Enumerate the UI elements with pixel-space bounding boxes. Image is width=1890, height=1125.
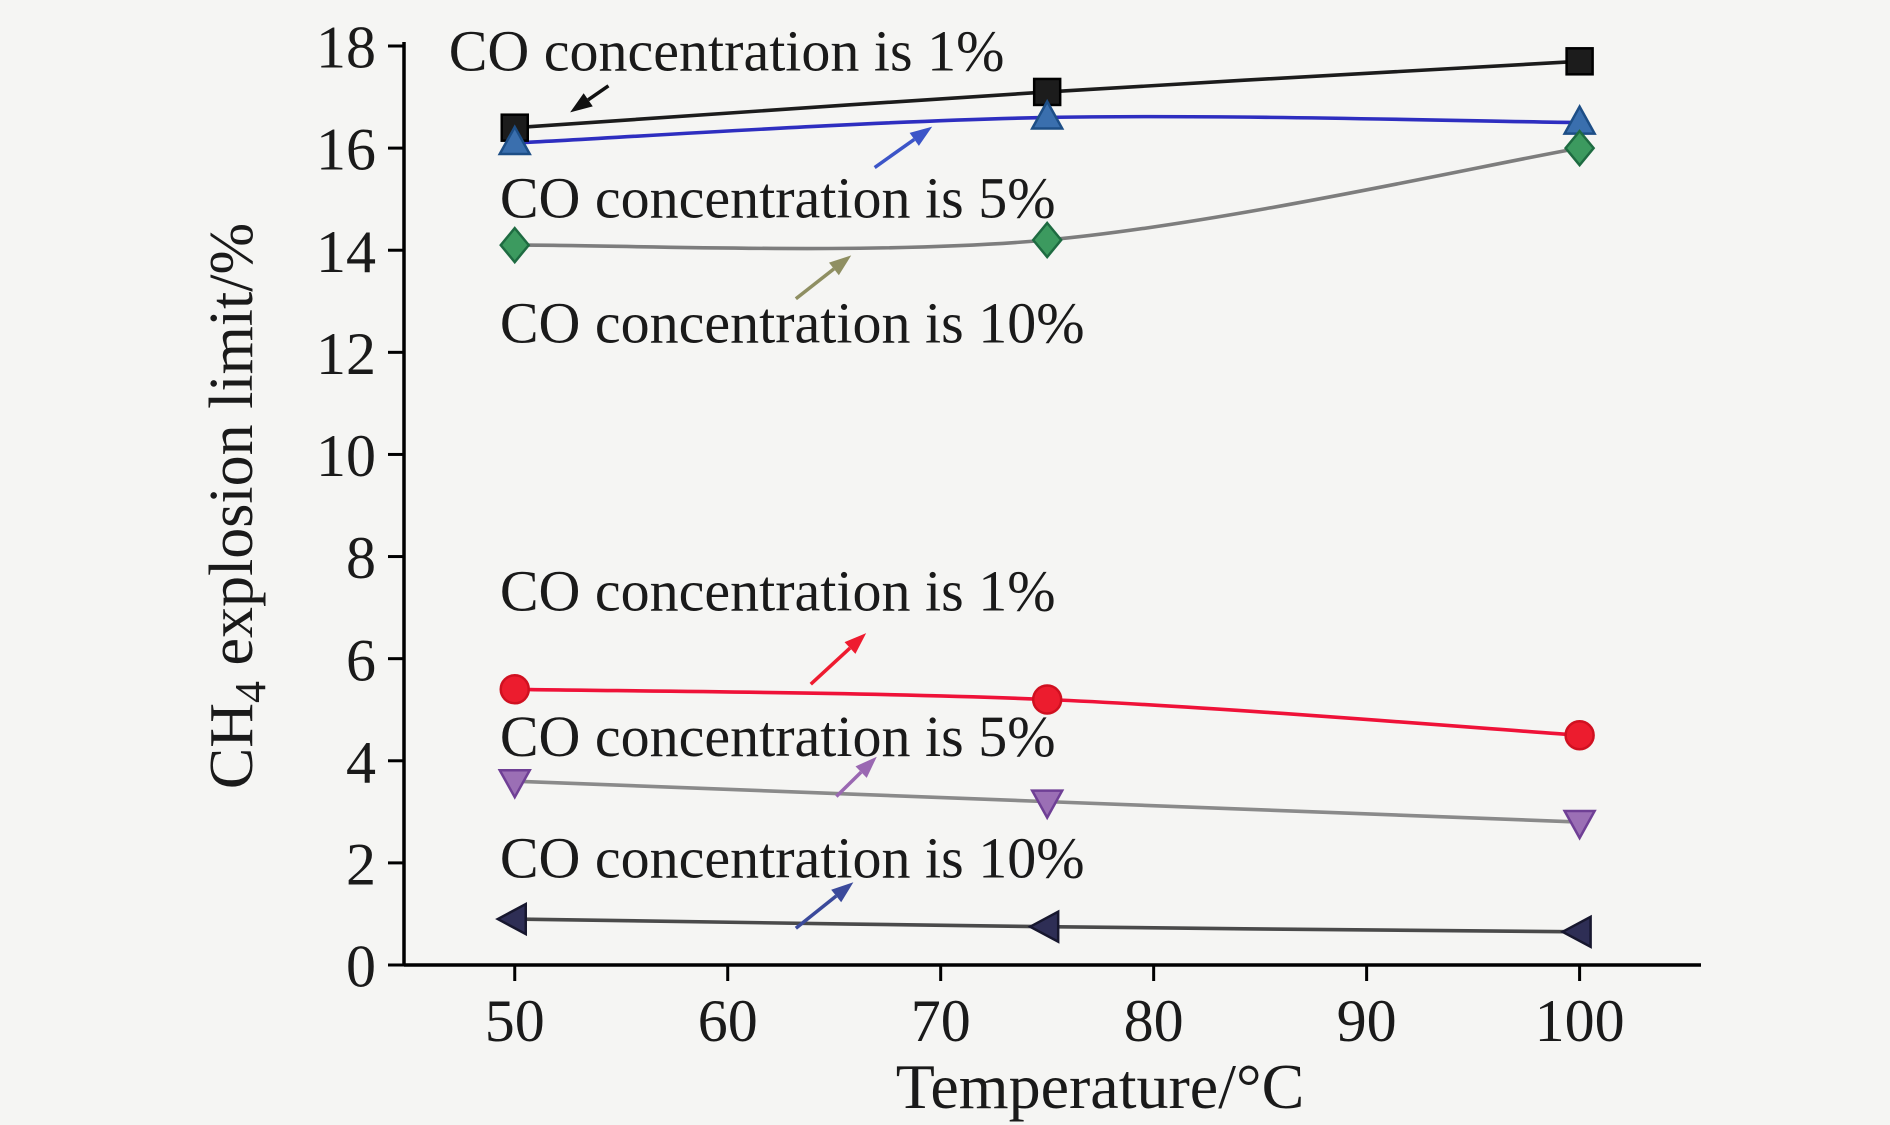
y-tick-label: 10	[316, 423, 376, 489]
y-tick-label: 8	[346, 525, 376, 591]
data-point-triangle-left	[495, 901, 527, 937]
annotation-arrow-head	[855, 756, 877, 778]
y-axis-title: CH4 explosion limit/%	[198, 223, 275, 789]
y-tick-label: 0	[346, 934, 376, 1000]
y-axis-title-sub: 4	[226, 681, 275, 703]
annotation-arrow-head	[844, 633, 867, 654]
y-tick-label: 2	[346, 831, 376, 897]
annotation-arrow-line	[873, 137, 916, 169]
data-point-circle	[1031, 684, 1063, 715]
annotation-arrow-line	[587, 84, 610, 102]
x-tick-label: 100	[1535, 988, 1625, 1054]
annotation-label: CO concentration is 1%	[500, 559, 1056, 624]
y-tick-label: 16	[316, 117, 376, 183]
data-point-triangle-down	[497, 768, 532, 800]
data-point-diamond	[1563, 129, 1596, 168]
annotation-arrow-line	[835, 770, 863, 798]
y-tick-label: 6	[346, 627, 376, 693]
annotation-arrow-line	[794, 267, 836, 301]
y-axis-title-pre: CH	[198, 703, 266, 789]
data-point-triangle-up	[497, 124, 532, 156]
annotation-label: CO concentration is 10%	[500, 291, 1085, 356]
y-tick-label: 12	[316, 321, 376, 387]
y-tick-label: 14	[316, 219, 376, 285]
annotation-arrow-head	[828, 255, 852, 276]
annotation-label: CO concentration is 5%	[500, 704, 1056, 769]
annotation-arrow-head	[909, 126, 933, 146]
data-point-triangle-left	[1027, 909, 1060, 944]
x-tick-label: 70	[911, 988, 971, 1054]
data-point-square	[1565, 47, 1594, 76]
annotation-arrow-line	[794, 894, 838, 930]
x-tick-label: 50	[485, 988, 545, 1054]
annotation-label: CO concentration is 5%	[500, 165, 1056, 230]
x-tick-label: 80	[1124, 988, 1184, 1054]
y-tick-label: 4	[346, 729, 376, 795]
data-point-circle	[499, 674, 530, 705]
y-axis-title-post: explosion limit/%	[198, 223, 266, 681]
data-point-triangle-left	[1559, 914, 1592, 949]
x-axis-title: Temperature/°C	[896, 1051, 1305, 1122]
data-point-circle	[1564, 720, 1595, 751]
data-point-triangle-down	[1030, 789, 1065, 821]
annotation-arrow-head	[570, 93, 593, 113]
data-point-diamond	[499, 226, 531, 265]
annotation-arrow-line	[809, 646, 852, 686]
annotation-label: CO concentration is 1%	[449, 18, 1005, 83]
data-point-diamond	[1031, 221, 1063, 259]
plot-area: 50 60 70 80 90 100 0 2 4 6 8 10 12 14 16 18 Temperature/…	[198, 15, 1701, 1122]
x-tick-label: 90	[1337, 988, 1397, 1054]
y-tick-label: 18	[316, 15, 376, 81]
data-point-triangle-up	[1030, 98, 1065, 130]
x-tick-label: 60	[698, 988, 758, 1054]
annotation-label: CO concentration is 10%	[500, 826, 1085, 891]
data-point-triangle-down	[1562, 809, 1597, 841]
annotation-arrow-head	[831, 882, 854, 903]
